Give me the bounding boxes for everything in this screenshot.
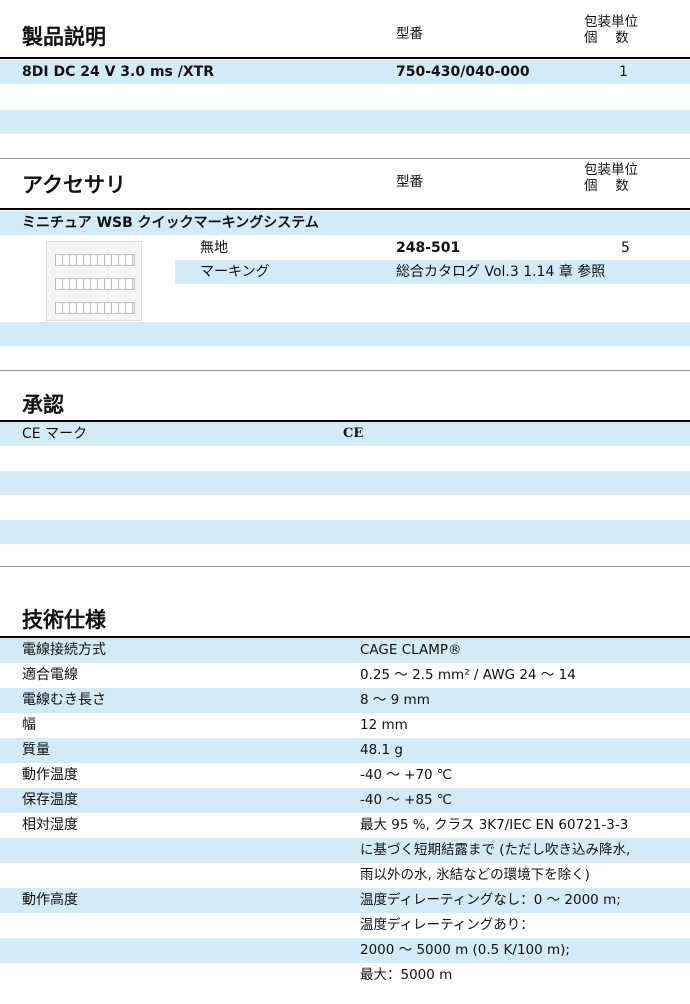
spec-value: に基づく短期結露まで (ただし吹き込み降水, — [360, 842, 631, 858]
thumbnail — [46, 241, 142, 321]
spec-value: 最大：5000 m — [360, 967, 453, 983]
spec-value: 温度ディレーティングなし：0 ～ 2000 m; — [360, 892, 621, 908]
spec-label: 幅 — [22, 717, 36, 733]
section-title: 承認 — [22, 393, 64, 417]
rule — [0, 208, 690, 210]
accessory-name: 無地 — [200, 240, 228, 256]
spec-label: 電線むき長さ — [22, 692, 106, 708]
spec-label: 質量 — [22, 742, 50, 758]
spec-value: 8 ～ 9 mm — [360, 692, 430, 708]
spec-value: 最大 95 %, クラス 3K7/IEC EN 60721-3-3 — [360, 817, 629, 833]
stripe — [0, 422, 690, 446]
stripe — [0, 888, 690, 913]
stripe — [0, 520, 690, 544]
stripe — [0, 60, 690, 84]
spec-value: 温度ディレーティングあり： — [360, 917, 534, 933]
stripe — [0, 211, 690, 235]
stripe — [175, 260, 690, 284]
stripe — [0, 638, 690, 663]
stripe — [0, 838, 690, 863]
spec-value: CAGE CLAMP® — [360, 642, 462, 658]
stripe — [0, 738, 690, 763]
product-name: 8DI DC 24 V 3.0 ms /XTR — [22, 64, 214, 80]
pack-count: 1 — [619, 64, 628, 80]
approval-name: CE マーク — [22, 426, 88, 442]
accessory-name: マーキング — [200, 264, 270, 280]
rule — [0, 57, 690, 59]
rule — [0, 566, 690, 567]
rule — [0, 370, 690, 371]
model-number: 750-430/040-000 — [396, 64, 530, 80]
ce-mark: CE — [343, 426, 364, 441]
pack-count: 5 — [621, 240, 630, 256]
stripe — [0, 788, 690, 813]
stripe — [0, 322, 690, 346]
spec-label: 動作温度 — [22, 767, 78, 783]
spec-value: 雨以外の水, 氷結などの環境下を除く) — [360, 867, 590, 883]
stripe — [0, 110, 690, 134]
stripe — [0, 688, 690, 713]
spec-value: -40 ～ +70 ℃ — [360, 767, 453, 783]
spec-value: 12 mm — [360, 717, 408, 733]
section-title: 製品説明 — [22, 25, 106, 49]
column-header: 包装単位 — [584, 162, 638, 178]
spec-label: 相対湿度 — [22, 817, 78, 833]
column-header: 包装単位 — [584, 14, 638, 30]
spec-label: 適合電線 — [22, 667, 78, 683]
column-header: 個 数 — [584, 178, 629, 194]
rule — [0, 158, 690, 159]
rule — [0, 636, 690, 638]
spec-label: 電線接続方式 — [22, 642, 106, 658]
spec-value: 48.1 g — [360, 742, 403, 758]
stripe — [0, 938, 690, 963]
spec-value: 0.25 ～ 2.5 mm² / AWG 24 ～ 14 — [360, 667, 576, 683]
spec-label: 動作高度 — [22, 892, 78, 908]
stripe — [0, 471, 690, 495]
accessory-reference: 総合カタログ Vol.3 1.14 章 参照 — [396, 264, 606, 280]
section-title: アクセサリ — [22, 173, 126, 197]
spec-value: 2000 ～ 5000 m (0.5 K/100 m); — [360, 942, 570, 958]
model-number: 248-501 — [396, 240, 461, 256]
spec-label: 保存温度 — [22, 792, 78, 808]
spec-value: -40 ～ +85 ℃ — [360, 792, 453, 808]
accessory-group: ミニチュア WSB クイックマーキングシステム — [22, 215, 319, 231]
column-header: 型番 — [396, 174, 423, 190]
section-title: 技術仕様 — [22, 608, 106, 632]
rule — [0, 420, 690, 422]
column-header: 個 数 — [584, 30, 629, 46]
column-header: 型番 — [396, 26, 423, 42]
